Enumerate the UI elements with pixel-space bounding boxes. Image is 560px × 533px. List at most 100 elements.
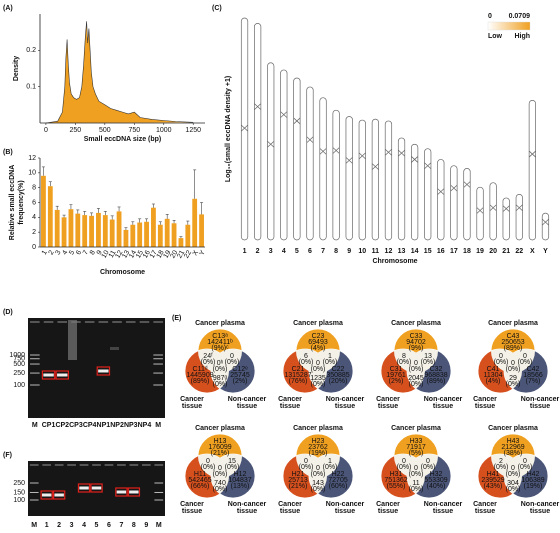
venn-region-label: (0%) (299, 359, 314, 366)
venn-region-label: (66%) (191, 483, 210, 490)
venn-region-label: (13%) (231, 483, 250, 490)
venn-region-label: 304 (507, 480, 519, 487)
venn-region-label: (0%) (225, 464, 240, 471)
chromosome (411, 143, 419, 241)
venn-set-label: Non-cancer (326, 396, 365, 403)
venn-region-label: 239529 (481, 477, 504, 484)
x-tick-label: 14 (128, 249, 138, 259)
lane-label: M (31, 522, 37, 529)
venn-set-label: tissue (378, 403, 398, 410)
venn-region-label: (89%) (191, 378, 210, 385)
venn-region-label: C12ᵉ (232, 366, 248, 373)
venn-region-label: 176099 (208, 444, 231, 451)
bar (116, 211, 122, 247)
chromosome (240, 17, 249, 241)
colorbar-low: Low (488, 33, 503, 40)
venn-region-label: (0%) (311, 486, 326, 493)
gel-well (153, 321, 163, 323)
x-tick-label: Y (198, 249, 207, 257)
venn-region-label: 69493 (308, 339, 328, 346)
x-tick-label: 250 (70, 127, 82, 134)
venn-region-label: (0%) (506, 381, 521, 388)
venn-region-label: 968838 (424, 372, 447, 379)
dna-band (98, 369, 109, 373)
chromosome (267, 62, 275, 241)
venn-region-label: (4%) (311, 345, 326, 352)
venn-region-label: (40%) (427, 483, 446, 490)
venn-set-label: Non-cancer (424, 501, 463, 508)
chromosome (541, 212, 550, 241)
lane-label: 1 (45, 522, 49, 529)
gel-well (29, 464, 39, 466)
bar (61, 217, 67, 247)
venn-region-label: 25745 (230, 372, 250, 379)
venn-region-label: H12 (234, 471, 247, 478)
venn-region-label: C41 (487, 366, 500, 373)
x-tick-label: 8 (89, 249, 97, 256)
venn-set-label: Cancer (473, 501, 497, 508)
venn-region-label: 987ᵍ (213, 375, 228, 382)
venn-overlap (504, 349, 522, 393)
bar (164, 218, 170, 247)
y-tick-label: 8 (32, 185, 36, 192)
centromere (267, 140, 275, 148)
bar (199, 214, 204, 247)
centromere (384, 149, 392, 156)
venn-region-label: 751362 (384, 477, 407, 484)
x-tick-label: 15 (424, 248, 432, 255)
band-highlight (115, 487, 128, 497)
centromere (345, 157, 353, 164)
venn-region-label: (0%) (311, 366, 326, 373)
venn-set-label: Cancer plasma (293, 320, 343, 327)
venn-region-label: (0%) (506, 366, 521, 373)
centromere (371, 163, 379, 170)
colorbar-high: High (514, 33, 530, 40)
gel-smear (68, 320, 77, 360)
x-tick-label: 10 (101, 249, 111, 259)
centromere (398, 149, 406, 157)
venn-region-label: C43 (507, 333, 520, 340)
band-highlight (127, 487, 141, 497)
centromere (515, 204, 523, 212)
lane-label: M (155, 422, 161, 429)
dna-band (129, 490, 139, 494)
venn-region-label: H32 (430, 471, 443, 478)
lane-label: NP1 (97, 422, 111, 429)
x-tick-label: 20 (489, 248, 497, 255)
x-tick-label: 18 (156, 249, 166, 259)
gel-image (28, 318, 165, 418)
bar (96, 212, 101, 247)
x-tick-label: 17 (450, 248, 458, 255)
bar (102, 215, 108, 247)
venn-region-label: (0%) (311, 381, 326, 388)
venn-region-label: (38%) (504, 450, 523, 457)
x-axis-title: Chromosome (372, 258, 417, 265)
gel-well (79, 464, 89, 466)
band-highlight (40, 490, 53, 500)
error-bar (90, 212, 94, 216)
venn-region-label: (0%) (323, 464, 338, 471)
venn-set-label: Cancer plasma (391, 425, 441, 432)
venn-region-label: H21 (292, 471, 305, 478)
gel-well (125, 321, 136, 323)
centromere (424, 162, 432, 169)
gel-well (67, 464, 76, 466)
venn-region-label: 542465 (188, 477, 211, 484)
lane-label: NP3 (124, 422, 138, 429)
bar (41, 175, 46, 247)
chromosome (280, 69, 288, 241)
venn-set-label: Cancer (376, 396, 400, 403)
venn-region-label: 212969 (501, 444, 524, 451)
chromosome (293, 77, 301, 241)
error-bar (48, 181, 52, 187)
x-tick-label: 21 (502, 248, 510, 255)
bar (89, 215, 94, 247)
lane-label: 5 (95, 522, 99, 529)
gel-well (141, 464, 151, 466)
panel-label: (F) (3, 452, 12, 459)
venn-region-label: C31 (390, 366, 403, 373)
venn-region-label: 19761 (386, 372, 406, 379)
y-tick-label: 10 (28, 170, 36, 177)
bar (130, 224, 136, 247)
y-tick-label: 0 (32, 244, 36, 251)
